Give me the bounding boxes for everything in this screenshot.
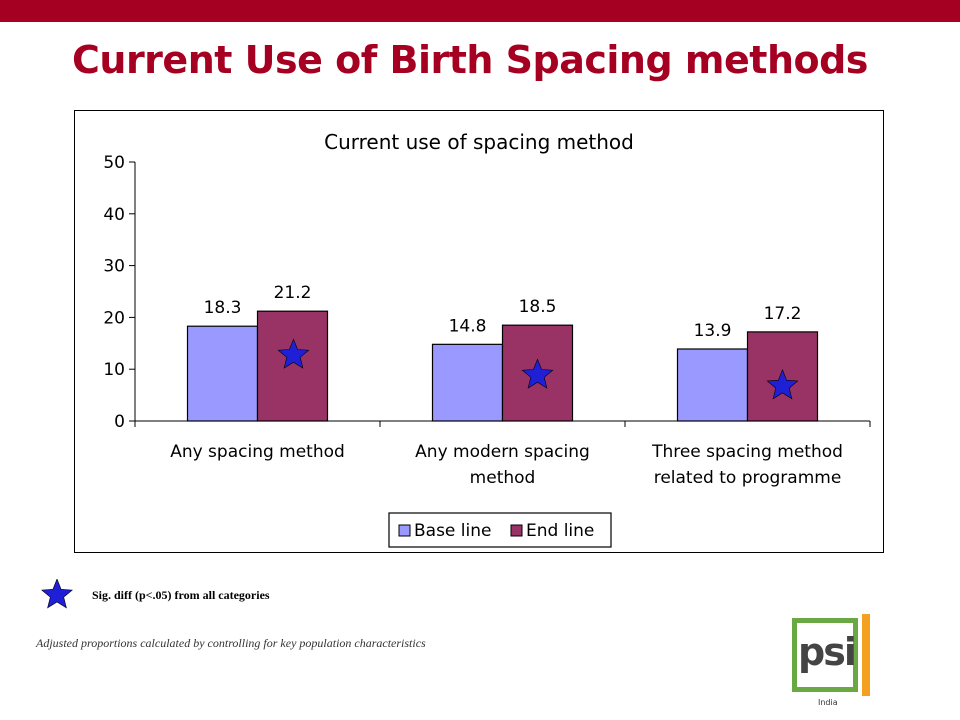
category-label: related to programme xyxy=(654,468,842,488)
bar-endline xyxy=(256,310,329,422)
legend-swatch-endline xyxy=(510,524,523,537)
legend-swatch-baseline xyxy=(398,524,411,537)
star-icon xyxy=(41,579,73,609)
logo-subtext: India xyxy=(818,698,838,707)
category-label: Three spacing method xyxy=(651,442,843,462)
slide-title: Current Use of Birth Spacing methods xyxy=(72,38,868,82)
y-tick-label: 20 xyxy=(103,308,125,328)
bar-baseline xyxy=(431,343,504,422)
star-icon xyxy=(277,338,310,369)
data-label: 17.2 xyxy=(764,304,802,324)
bar-baseline xyxy=(186,325,259,422)
star-icon xyxy=(766,369,799,400)
chart-frame: Current use of spacing method 0 10 20 30 40 50… xyxy=(74,110,884,553)
bar-chart: Current use of spacing method 0 10 20 30 40 50… xyxy=(103,130,871,548)
category-label: Any modern spacing xyxy=(415,442,590,462)
star-icon xyxy=(521,358,554,389)
legend-label: End line xyxy=(526,521,594,541)
significance-note: Sig. diff (p<.05) from all categories xyxy=(92,588,270,602)
top-banner xyxy=(0,0,960,22)
psi-logo: psi India xyxy=(792,614,872,714)
data-label: 13.9 xyxy=(694,321,732,341)
y-tick-label: 30 xyxy=(103,257,125,277)
y-tick-label: 40 xyxy=(103,205,125,225)
y-tick-label: 10 xyxy=(103,360,125,380)
logo-accent-bar xyxy=(862,614,870,696)
bar-baseline xyxy=(676,348,749,422)
data-label: 21.2 xyxy=(274,283,312,303)
data-label: 14.8 xyxy=(449,316,487,336)
data-label: 18.5 xyxy=(519,297,557,317)
category-label: method xyxy=(470,468,536,488)
footnote: Adjusted proportions calculated by contr… xyxy=(36,636,426,650)
y-tick-label: 50 xyxy=(103,153,125,173)
category-label: Any spacing method xyxy=(170,442,345,462)
legend-box xyxy=(388,512,612,548)
legend-label: Base line xyxy=(414,521,491,541)
data-label: 18.3 xyxy=(204,298,242,318)
chart-title: Current use of spacing method xyxy=(324,130,634,154)
logo-text: psi xyxy=(798,630,857,674)
y-tick-label: 0 xyxy=(114,412,125,432)
logo-frame xyxy=(792,618,858,692)
